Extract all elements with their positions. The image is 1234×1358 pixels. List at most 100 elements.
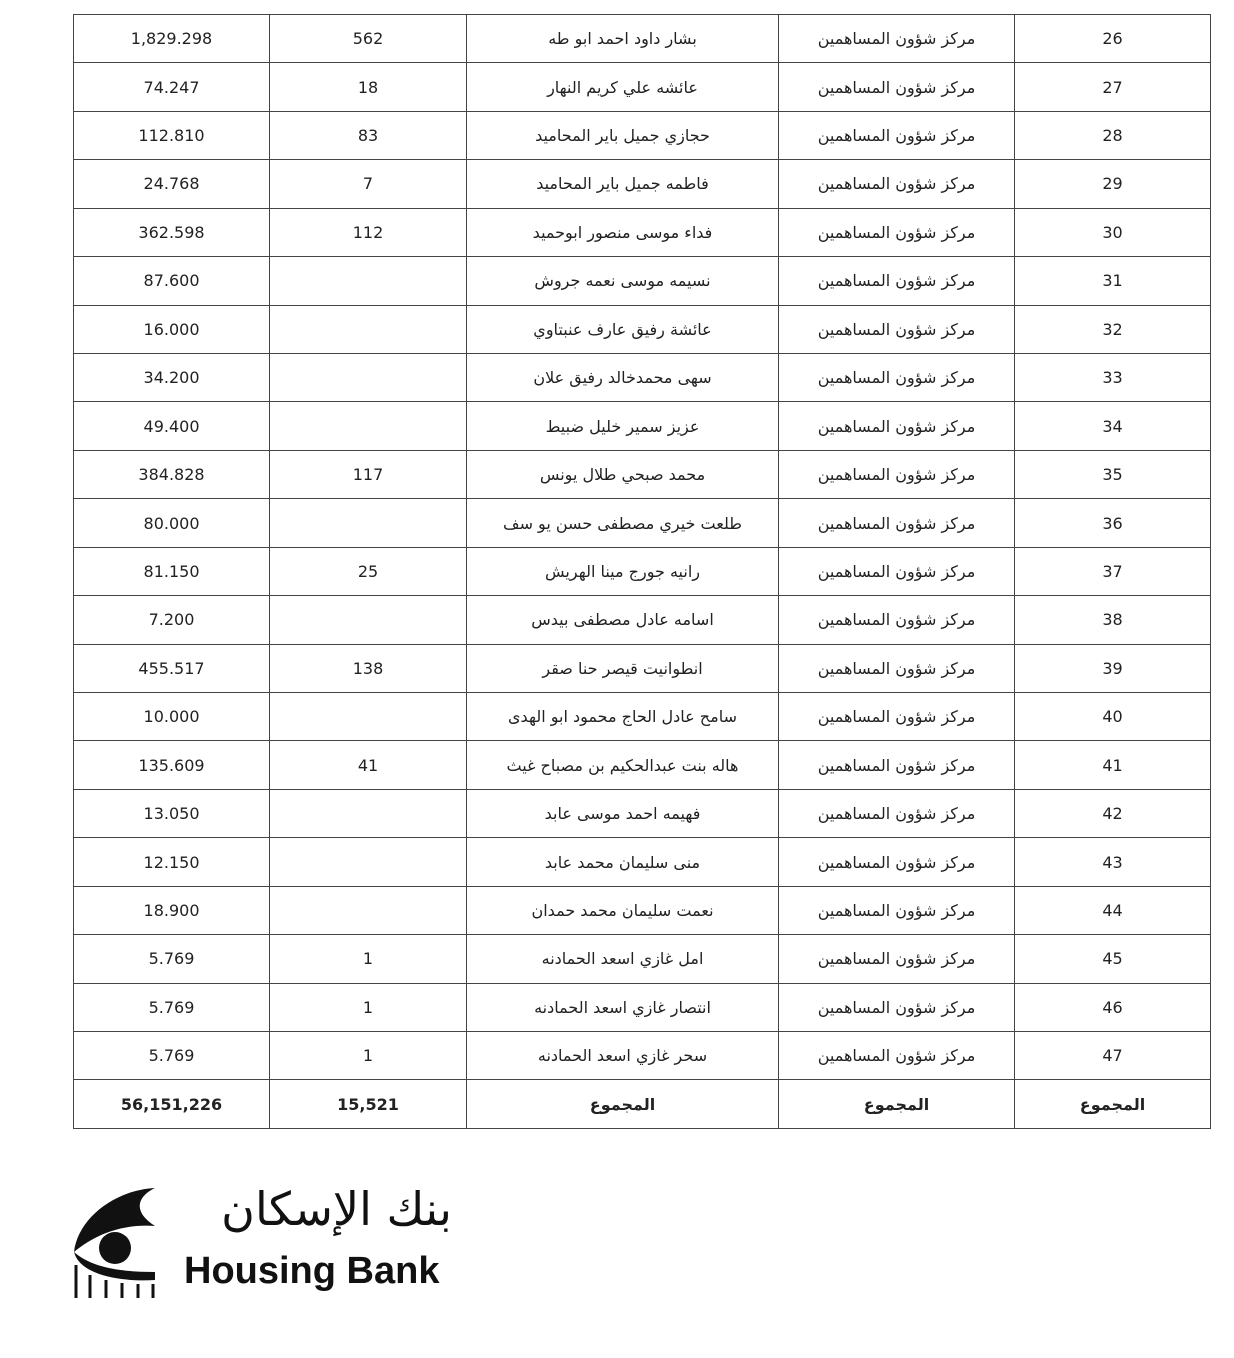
table-cell: مركز شؤون المساهمين <box>778 643 1015 693</box>
table-cell: سامح عادل الحاج محمود ابو الهدى <box>466 692 779 742</box>
logo-icon <box>74 1188 155 1298</box>
table-cell: 24.768 <box>73 159 270 209</box>
table-cell: 16.000 <box>73 304 270 354</box>
table-cell: المجموع <box>466 1079 779 1129</box>
table-cell: 42 <box>1014 788 1211 839</box>
table-cell: مركز شؤون المساهمين <box>778 885 1015 936</box>
table-cell: انتصار غازي اسعد الحمادنه <box>466 982 779 1033</box>
table-cell: عائشه علي كريم النهار <box>466 62 779 112</box>
table-cell: 135.609 <box>73 740 270 790</box>
table-cell: 81.150 <box>73 546 270 597</box>
table-cell <box>269 692 467 742</box>
table-cell: سهى محمدخالد رفيق علان <box>466 353 779 403</box>
table-cell: مركز شؤون المساهمين <box>778 934 1015 984</box>
table-cell: 80.000 <box>73 498 270 548</box>
table-cell: محمد صبحي طلال يونس <box>466 449 779 500</box>
table-cell: 34.200 <box>73 353 270 403</box>
table-cell: مركز شؤون المساهمين <box>778 837 1015 887</box>
table-cell: 56,151,226 <box>73 1079 270 1129</box>
table-cell: 5.769 <box>73 1031 270 1081</box>
table-cell: 35 <box>1014 449 1211 500</box>
table-cell: 74.247 <box>73 62 270 112</box>
table-cell: 5.769 <box>73 982 270 1033</box>
table-cell: 5.769 <box>73 934 270 984</box>
table-cell: فهيمه احمد موسى عابد <box>466 788 779 839</box>
table-cell: مركز شؤون المساهمين <box>778 159 1015 209</box>
table-cell: 28 <box>1014 110 1211 161</box>
table-cell: 34 <box>1014 401 1211 451</box>
table-cell: حجازي جميل باير المحاميد <box>466 110 779 161</box>
table-cell: 32 <box>1014 304 1211 354</box>
table-cell: سحر غازي اسعد الحمادنه <box>466 1031 779 1081</box>
table-cell: 37 <box>1014 546 1211 597</box>
table-cell <box>269 304 467 354</box>
table-cell: مركز شؤون المساهمين <box>778 110 1015 161</box>
table-cell: 1 <box>269 934 467 984</box>
table-cell: 47 <box>1014 1031 1211 1081</box>
table-cell: 13.050 <box>73 788 270 839</box>
table-cell: فاطمه جميل باير المحاميد <box>466 159 779 209</box>
table-cell <box>269 256 467 306</box>
table-cell: رانيه جورج مينا الهريش <box>466 546 779 597</box>
table-cell: عائشة رفيق عارف عنبتاوي <box>466 304 779 354</box>
table-cell <box>269 885 467 936</box>
table-cell: 40 <box>1014 692 1211 742</box>
table-cell: مركز شؤون المساهمين <box>778 304 1015 354</box>
logo-arabic: بنك الإسكان <box>221 1182 452 1236</box>
table-cell: 562 <box>269 14 467 64</box>
table-cell: مركز شؤون المساهمين <box>778 14 1015 64</box>
table-cell: مركز شؤون المساهمين <box>778 256 1015 306</box>
table-cell: 384.828 <box>73 449 270 500</box>
table-cell: مركز شؤون المساهمين <box>778 788 1015 839</box>
table-cell: 7.200 <box>73 595 270 645</box>
table-cell: مركز شؤون المساهمين <box>778 982 1015 1033</box>
table-cell: 41 <box>1014 740 1211 790</box>
table-cell <box>269 401 467 451</box>
table-cell: 112 <box>269 207 467 258</box>
table-cell: 31 <box>1014 256 1211 306</box>
table-cell: مركز شؤون المساهمين <box>778 498 1015 548</box>
table-cell: المجموع <box>778 1079 1015 1129</box>
table-cell: 25 <box>269 546 467 597</box>
table-cell: مركز شؤون المساهمين <box>778 62 1015 112</box>
table-cell: بشار داود احمد ابو طه <box>466 14 779 64</box>
table-cell: 41 <box>269 740 467 790</box>
table-cell: 43 <box>1014 837 1211 887</box>
table-cell: المجموع <box>1014 1079 1211 1129</box>
table-cell: 1,829.298 <box>73 14 270 64</box>
table-cell: عزيز سمير خليل ضبيط <box>466 401 779 451</box>
table-cell: 38 <box>1014 595 1211 645</box>
table-cell: 12.150 <box>73 837 270 887</box>
table-cell: نعمت سليمان محمد حمدان <box>466 885 779 936</box>
table-cell: 15,521 <box>269 1079 467 1129</box>
table-cell: 18.900 <box>73 885 270 936</box>
table-cell: نسيمه موسى نعمه جروش <box>466 256 779 306</box>
table-cell: 30 <box>1014 207 1211 258</box>
table-cell: 44 <box>1014 885 1211 936</box>
table-cell: انطوانيت قيصر حنا صقر <box>466 643 779 693</box>
table-cell <box>269 498 467 548</box>
table-cell: 49.400 <box>73 401 270 451</box>
table-cell: امل غازي اسعد الحمادنه <box>466 934 779 984</box>
table-cell: 138 <box>269 643 467 693</box>
table-cell: هاله بنت عبدالحكيم بن مصباح غيث <box>466 740 779 790</box>
table-cell: 46 <box>1014 982 1211 1033</box>
table-cell: 1 <box>269 982 467 1033</box>
table-cell: 39 <box>1014 643 1211 693</box>
table-cell: اسامه عادل مصطفى بيدس <box>466 595 779 645</box>
table-cell: 10.000 <box>73 692 270 742</box>
table-cell: مركز شؤون المساهمين <box>778 207 1015 258</box>
table-cell: 87.600 <box>73 256 270 306</box>
table-cell: مركز شؤون المساهمين <box>778 449 1015 500</box>
table-cell: 117 <box>269 449 467 500</box>
table-cell: 362.598 <box>73 207 270 258</box>
table-cell: مركز شؤون المساهمين <box>778 595 1015 645</box>
table-cell <box>269 788 467 839</box>
table-cell: 26 <box>1014 14 1211 64</box>
table-cell <box>269 595 467 645</box>
table-cell: 27 <box>1014 62 1211 112</box>
table-cell: مركز شؤون المساهمين <box>778 353 1015 403</box>
table-cell: مركز شؤون المساهمين <box>778 401 1015 451</box>
table-cell: منى سليمان محمد عابد <box>466 837 779 887</box>
